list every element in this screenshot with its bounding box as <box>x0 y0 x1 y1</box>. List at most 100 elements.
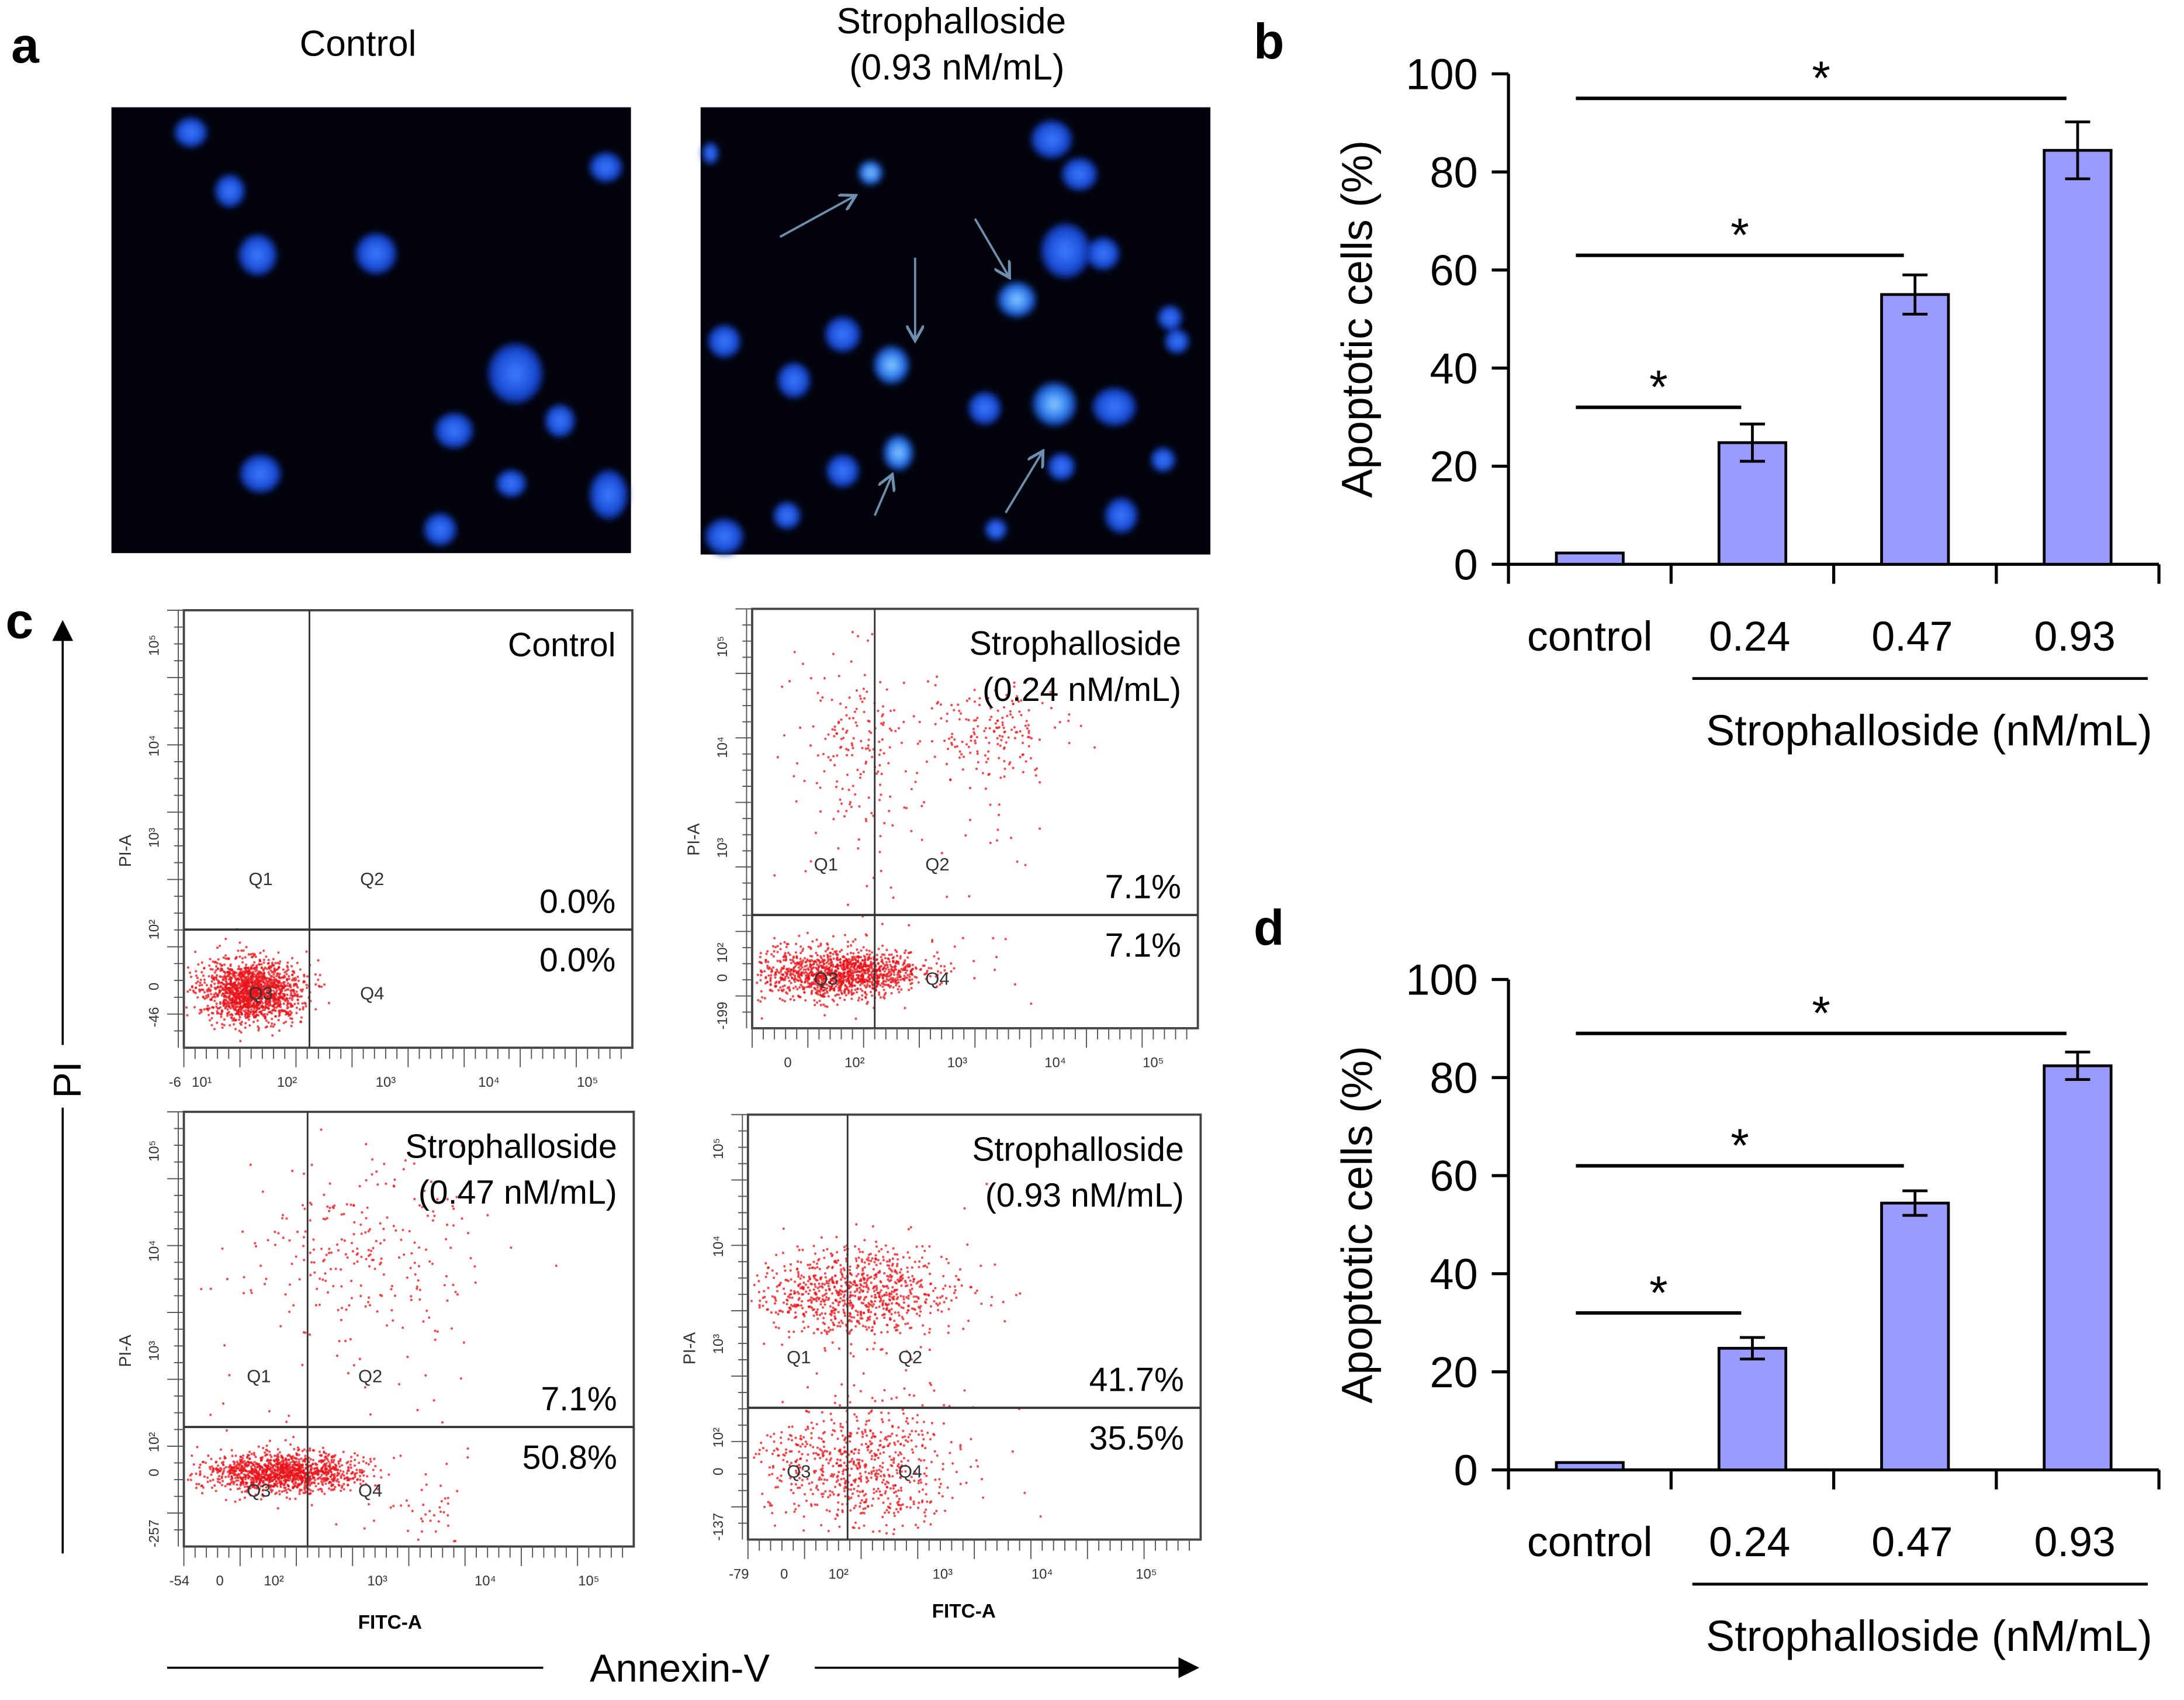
scatter-point <box>876 977 878 980</box>
scatter-point <box>881 960 883 963</box>
scatter-point <box>238 983 241 985</box>
scatter-point <box>285 997 288 1000</box>
scatter-point <box>289 1010 291 1013</box>
scatter-point <box>304 1473 306 1475</box>
scatter-point <box>341 1487 343 1489</box>
scatter-point <box>373 1457 375 1460</box>
scatter-point <box>214 996 216 998</box>
scatter-point <box>795 800 798 803</box>
scatter-point <box>867 1001 869 1003</box>
scatter-point <box>265 1277 267 1280</box>
scatter-point <box>891 966 893 969</box>
scatter-point <box>817 945 819 948</box>
scatter-point <box>200 971 203 973</box>
scatter-point <box>937 958 940 960</box>
scatter-point <box>831 728 833 731</box>
scatter-point <box>320 1454 323 1457</box>
scatter-point <box>936 675 938 678</box>
scatter-point <box>270 1025 272 1027</box>
scatter-point <box>323 1459 326 1461</box>
scatter-point <box>296 1007 298 1009</box>
y-tick-label: 0 <box>147 983 162 990</box>
scatter-point <box>933 955 935 958</box>
scatter-point <box>253 954 255 956</box>
scatter-point <box>323 1450 325 1453</box>
scatter-point <box>247 1461 250 1463</box>
scatter-point <box>340 1477 342 1479</box>
cell-nucleus <box>1047 453 1075 481</box>
scatter-point <box>253 1454 255 1456</box>
scatter-point <box>784 1000 786 1002</box>
scatter-point <box>852 972 854 975</box>
scatter-point <box>773 950 775 952</box>
scatter-point <box>870 957 872 959</box>
scatter-point <box>771 990 773 992</box>
scatter-point <box>857 956 860 959</box>
scatter-point <box>779 986 781 989</box>
scatter-point <box>759 979 762 982</box>
scatter-point <box>269 1440 271 1442</box>
scatter-point <box>300 1474 302 1477</box>
scatter-point <box>857 951 860 953</box>
scatter-point <box>992 937 994 939</box>
scatter-point <box>259 1264 262 1267</box>
scatter-point <box>840 991 843 994</box>
scatter-point <box>238 1463 241 1465</box>
scatter-point <box>822 960 825 962</box>
scatter-point <box>279 1003 282 1006</box>
scatter-point <box>217 982 219 984</box>
scatter-point <box>802 987 805 989</box>
scatter-point <box>298 1459 300 1461</box>
scatter-point <box>222 1463 224 1466</box>
scatter-point <box>220 986 223 989</box>
scatter-point <box>224 954 227 956</box>
scatter-point <box>233 1471 236 1473</box>
pi-a-channel-label: PI-A <box>116 835 135 868</box>
y-axis-title: Apoptotic cells (%) <box>1333 140 1382 498</box>
scatter-point <box>1026 727 1029 730</box>
scatter-point <box>321 1279 324 1281</box>
scatter-point <box>1010 837 1012 839</box>
scatter-point <box>258 979 260 981</box>
scatter-point <box>230 1002 233 1004</box>
scatter-point <box>898 991 900 993</box>
scatter-point <box>236 1460 238 1463</box>
scatter-point <box>347 1467 349 1470</box>
scatter-point <box>857 959 859 962</box>
scatter-point <box>326 1467 328 1470</box>
scatter-point <box>931 939 933 941</box>
scatter-point <box>931 707 933 710</box>
scatter-point <box>1059 721 1061 723</box>
scatter-point <box>264 966 266 969</box>
scatter-point <box>855 970 857 973</box>
scatter-point <box>324 1456 326 1459</box>
scatter-point <box>1019 756 1021 758</box>
scatter-point <box>403 1168 405 1170</box>
scatter-point <box>845 979 847 981</box>
scatter-point <box>861 990 863 992</box>
scatter-point <box>996 710 999 712</box>
scatter-point <box>799 996 802 998</box>
scatter-point <box>213 1000 216 1002</box>
scatter-point <box>881 976 884 979</box>
scatter-point <box>302 1002 304 1004</box>
scatter-point <box>785 943 788 945</box>
scatter-point <box>871 975 873 977</box>
scatter-point <box>320 986 323 988</box>
scatter-point <box>1022 771 1024 773</box>
scatter-point <box>235 1465 237 1467</box>
scatter-point <box>840 949 843 951</box>
scatter-point <box>832 958 835 960</box>
scatter-point <box>788 986 790 988</box>
scatter-point <box>195 1483 198 1485</box>
scatter-point <box>823 955 825 957</box>
scatter-point <box>867 747 869 749</box>
scatter-point <box>784 977 786 980</box>
scatter-point <box>779 961 781 963</box>
scatter-point <box>238 1014 240 1016</box>
scatter-point <box>968 746 970 748</box>
scatter-point <box>1009 761 1011 763</box>
scatter-point <box>884 993 886 996</box>
scatter-point <box>785 968 788 970</box>
scatter-point <box>776 945 778 947</box>
